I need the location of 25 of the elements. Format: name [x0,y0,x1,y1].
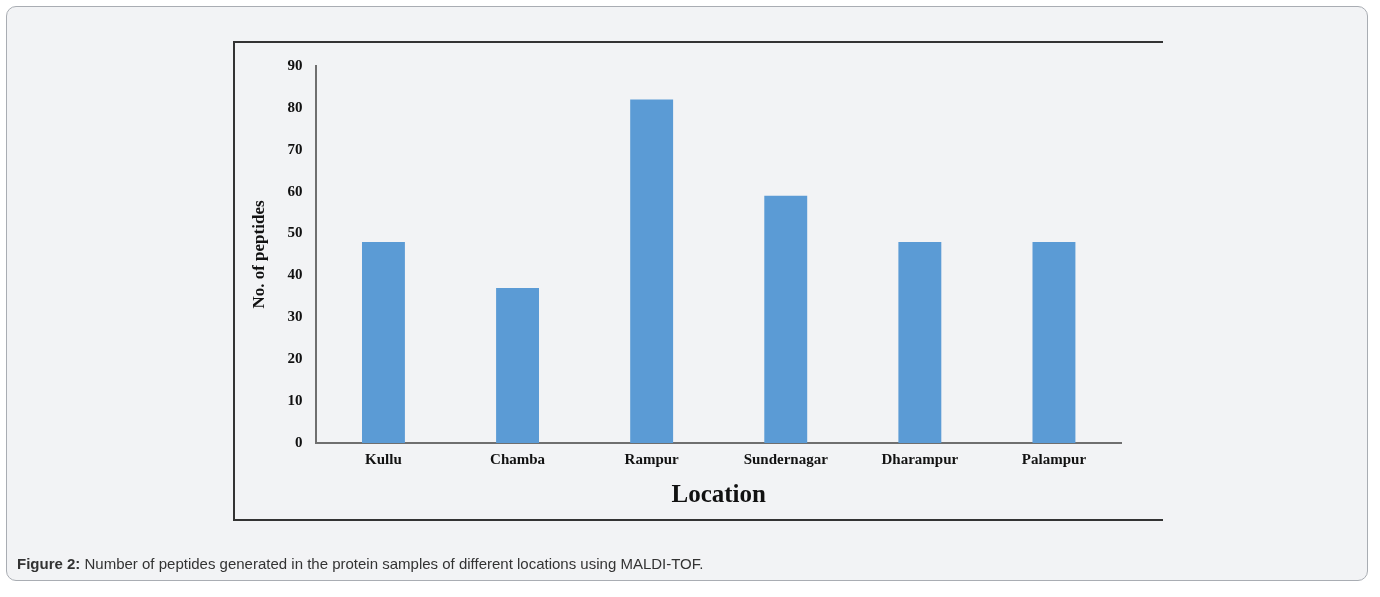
y-tick-label: 90 [287,56,303,73]
x-tick-label: Sundernagar [743,450,829,467]
y-tick-label: 20 [287,350,303,367]
y-tick-label: 60 [287,182,303,199]
y-tick-label: 10 [287,391,303,408]
x-tick-label: Palampur [1021,450,1087,467]
bar [630,99,674,443]
y-tick-label: 40 [287,266,303,283]
x-tick-label: Chamba [490,450,546,467]
y-tick-label: 0 [294,433,303,450]
y-axis-title: No. of peptides [248,200,268,309]
y-tick-label: 50 [287,224,303,241]
x-tick-label: Dharampur [881,450,959,467]
x-tick-label: Rampur [624,450,680,467]
bar [361,241,405,443]
bar [1032,241,1076,443]
x-tick-label: Kullu [365,450,402,467]
bar [898,241,942,443]
bar [496,288,540,443]
y-tick-label: 30 [287,308,303,325]
caption: Figure 2: Number of peptides generated in the protein samples of different locations using MALDI-TOF. [17,555,704,572]
y-tick-label: 70 [287,140,303,157]
y-tick-label: 80 [287,98,303,115]
x-axis-title: Location [671,480,767,508]
bar [764,195,808,443]
